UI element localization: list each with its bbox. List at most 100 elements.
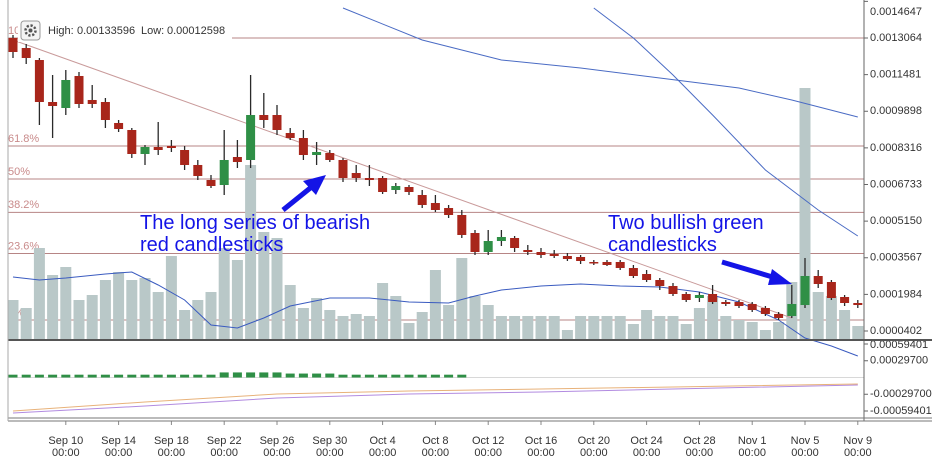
volume-bar [33,248,45,340]
volume-bar [416,312,428,340]
gear-icon [24,24,37,37]
indicator-line [12,383,858,412]
histogram-bar [21,374,31,378]
y-tick-label: 0.0003567 [870,252,922,264]
histogram-bar [8,374,18,378]
candle-body [457,214,467,235]
candle-body [589,261,599,264]
volume-bar [852,326,864,340]
volume-bar [469,296,481,340]
x-tick-label: Oct 4 [369,435,395,447]
volume-bar [218,248,230,340]
candle-body [800,275,810,306]
x-tick-time: 00:00 [316,447,344,459]
histogram-bar [193,374,203,378]
volume-bar [363,316,375,340]
candle-body [787,303,797,317]
volume-bar [284,285,296,340]
histogram-bar [272,372,282,378]
x-tick-label: Nov 1 [738,435,767,447]
candle-body [655,279,665,287]
histogram-bar [378,374,388,378]
arrow-head [768,269,792,285]
candle-body [708,293,718,303]
x-tick-time: 00:00 [422,447,450,459]
front-layer: 0.0014647 0.0013064 0.0011481 0.0009898 0.00… [8,0,932,459]
histogram-bar [166,374,176,378]
arrow [721,259,777,281]
candle-body [232,157,242,163]
candle-body [694,294,704,299]
volume-bar [126,280,138,340]
histogram-bar [206,374,216,378]
x-tick-label: Sep 22 [207,435,242,447]
histogram-bar [140,374,150,378]
volume-bar [429,270,441,340]
x-tick-label: Oct 28 [683,435,715,447]
x-tick-label: Nov 9 [843,435,872,447]
x-tick-time: 00:00 [105,447,133,459]
candle-body [259,115,269,121]
candle-body [721,302,731,304]
histogram-bar [364,374,374,378]
y-tick-label: 0.0014647 [870,6,922,18]
volume-bar [641,310,653,340]
volume-bar [7,300,19,340]
candle-body [219,159,229,186]
volume-bar [561,330,573,340]
candle-body [470,232,480,252]
candle-body [298,138,308,155]
volume-bar [601,316,613,340]
candle-body [325,153,335,160]
indicator-line [12,271,858,357]
histogram-bar [114,374,124,378]
volume-bar [443,305,455,340]
volume-bar [825,296,837,340]
indicator-line [12,39,792,319]
candle-body [760,307,770,314]
candle-body [747,303,757,311]
volume-bar [746,322,758,340]
x-tick-time: 00:00 [210,447,238,459]
y-tick-label: 0.0009898 [870,105,922,117]
x-tick-label: Oct 20 [578,435,610,447]
histogram-bar [180,374,190,378]
x-tick-label: Nov 5 [791,435,820,447]
histogram-bar [351,374,361,378]
candle-body [391,186,401,191]
histogram-bar [430,374,440,378]
histogram-bar [298,373,308,378]
volume-bar [152,292,164,340]
volume-bar [707,296,719,340]
fib-label: 38.2% [8,199,39,211]
volume-bar [297,308,309,340]
candle-body [34,60,44,103]
volume-bar [482,305,494,340]
histogram-bar [417,374,427,378]
x-tick-time: 00:00 [738,447,766,459]
x-tick-label: Oct 24 [630,435,662,447]
x-tick-time: 00:00 [580,447,608,459]
histogram-bar [391,374,401,378]
volume-bar [139,278,151,340]
x-tick-time: 00:00 [369,447,397,459]
candle-body [206,180,216,187]
volume-bar [575,316,587,340]
histogram-bar [444,374,454,378]
candle-body [496,237,506,242]
low-label: Low: [141,25,164,37]
y-tick-label: -0.00029700 [870,388,932,400]
candle-body [351,172,361,178]
candle-body [285,133,295,139]
x-tick-time: 00:00 [686,447,714,459]
volume-bar [693,308,705,340]
volume-bar [231,260,243,340]
volume-bar [99,280,111,340]
candle-body [74,75,84,104]
high-label: High: [48,25,74,37]
x-tick-label: Sep 30 [312,435,347,447]
candle-body [840,297,850,303]
histogram-bar [219,372,229,378]
candle-body [628,268,638,276]
